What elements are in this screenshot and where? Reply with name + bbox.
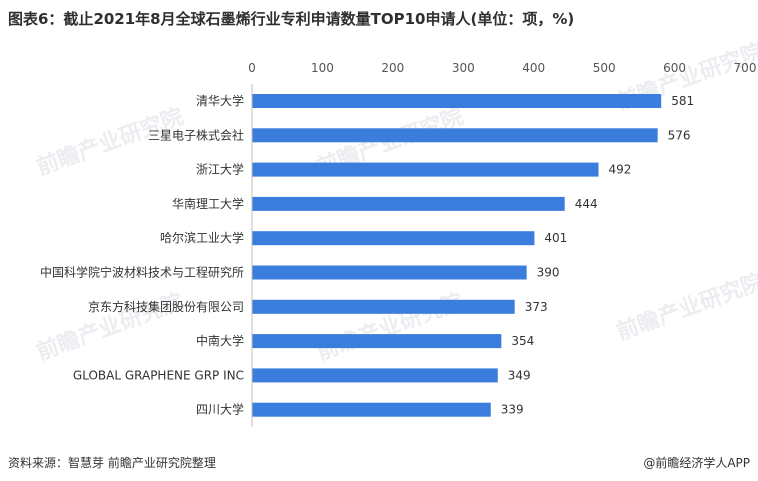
- bar: [252, 265, 527, 280]
- x-tick-label: 500: [593, 61, 616, 75]
- bar: [252, 94, 662, 108]
- x-tick-label: 300: [452, 61, 475, 75]
- value-label: 373: [525, 300, 548, 314]
- value-label: 492: [609, 163, 632, 177]
- category-label: 京东方科技集团股份有限公司: [88, 299, 244, 314]
- category-label: 浙江大学: [196, 162, 244, 177]
- brand-label: @前瞻经济学人APP: [643, 456, 750, 470]
- category-label: 中南大学: [196, 333, 244, 348]
- x-tick-label: 600: [663, 61, 686, 75]
- value-label: 576: [668, 128, 691, 142]
- value-label: 339: [501, 403, 524, 417]
- value-label: 401: [544, 231, 567, 245]
- x-tick-label: 400: [522, 61, 545, 75]
- value-label: 581: [671, 94, 694, 108]
- bar: [252, 231, 535, 246]
- category-label: 中国科学院宁波材料技术与工程研究所: [40, 265, 244, 280]
- category-label: 华南理工大学: [172, 196, 244, 211]
- footer: 资料来源：智慧芽 前瞻产业研究院整理 @前瞻经济学人APP: [8, 454, 750, 471]
- chart-title: 图表6：截止2021年8月全球石墨烯行业专利申请数量TOP10申请人(单位：项，…: [8, 10, 575, 28]
- category-label: GLOBAL GRAPHENE GRP INC: [73, 368, 244, 382]
- category-label: 四川大学: [196, 402, 244, 417]
- value-label: 349: [508, 368, 531, 382]
- bars: [252, 94, 662, 417]
- bar: [252, 334, 502, 349]
- x-tick-label: 100: [311, 61, 334, 75]
- category-label: 三星电子株式会社: [148, 127, 244, 142]
- category-label: 清华大学: [196, 93, 244, 108]
- bar: [252, 128, 658, 143]
- value-label: 354: [511, 334, 534, 348]
- source-note: 资料来源：智慧芽 前瞻产业研究院整理: [8, 456, 216, 470]
- bar: [252, 402, 491, 417]
- x-tick-label: 200: [381, 61, 404, 75]
- watermark-text: 前瞻产业研究院: [613, 269, 758, 346]
- value-label: 390: [537, 266, 560, 280]
- bar: [252, 196, 565, 211]
- category-label: 哈尔滨工业大学: [160, 230, 244, 245]
- x-axis: 0 100 200 300 400 500 600 700: [248, 61, 756, 75]
- bar: [252, 368, 498, 383]
- value-labels: 581 576 492 444 401 390 373 354 349 339: [501, 94, 694, 417]
- bar: [252, 299, 515, 314]
- category-labels: 清华大学三星电子株式会社浙江大学华南理工大学哈尔滨工业大学中国科学院宁波材料技术…: [40, 93, 244, 417]
- x-tick-label: 700: [734, 61, 757, 75]
- x-tick-label: 0: [248, 61, 256, 75]
- bar: [252, 162, 599, 177]
- value-label: 444: [575, 197, 598, 211]
